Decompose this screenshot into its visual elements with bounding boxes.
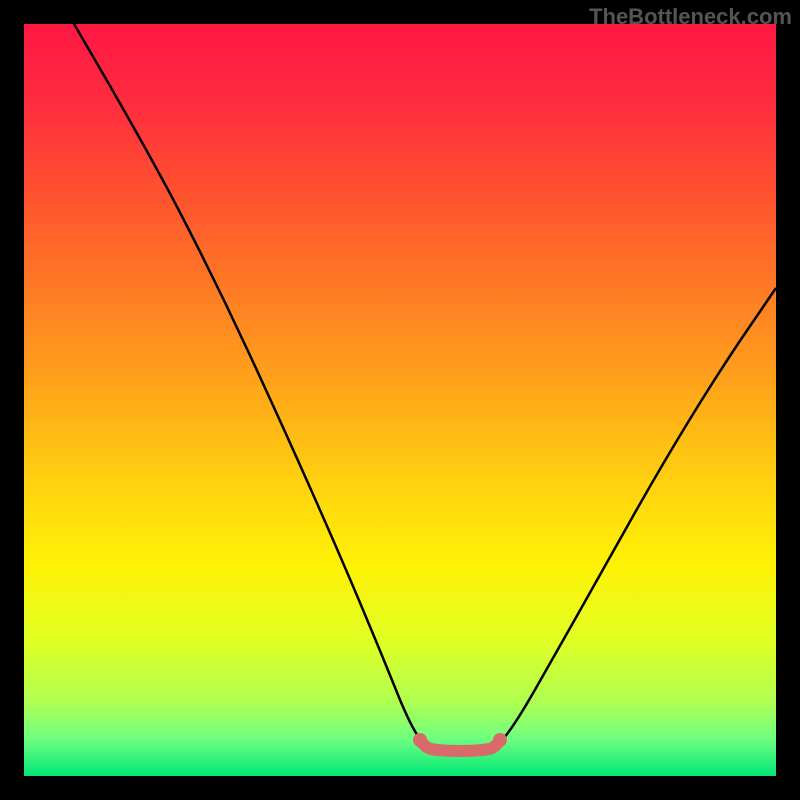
bottleneck-chart: TheBottleneck.com [0, 0, 800, 800]
chart-svg [0, 0, 800, 800]
watermark-text: TheBottleneck.com [589, 4, 792, 30]
valley-marker-end [493, 733, 507, 747]
valley-marker-start [413, 733, 427, 747]
